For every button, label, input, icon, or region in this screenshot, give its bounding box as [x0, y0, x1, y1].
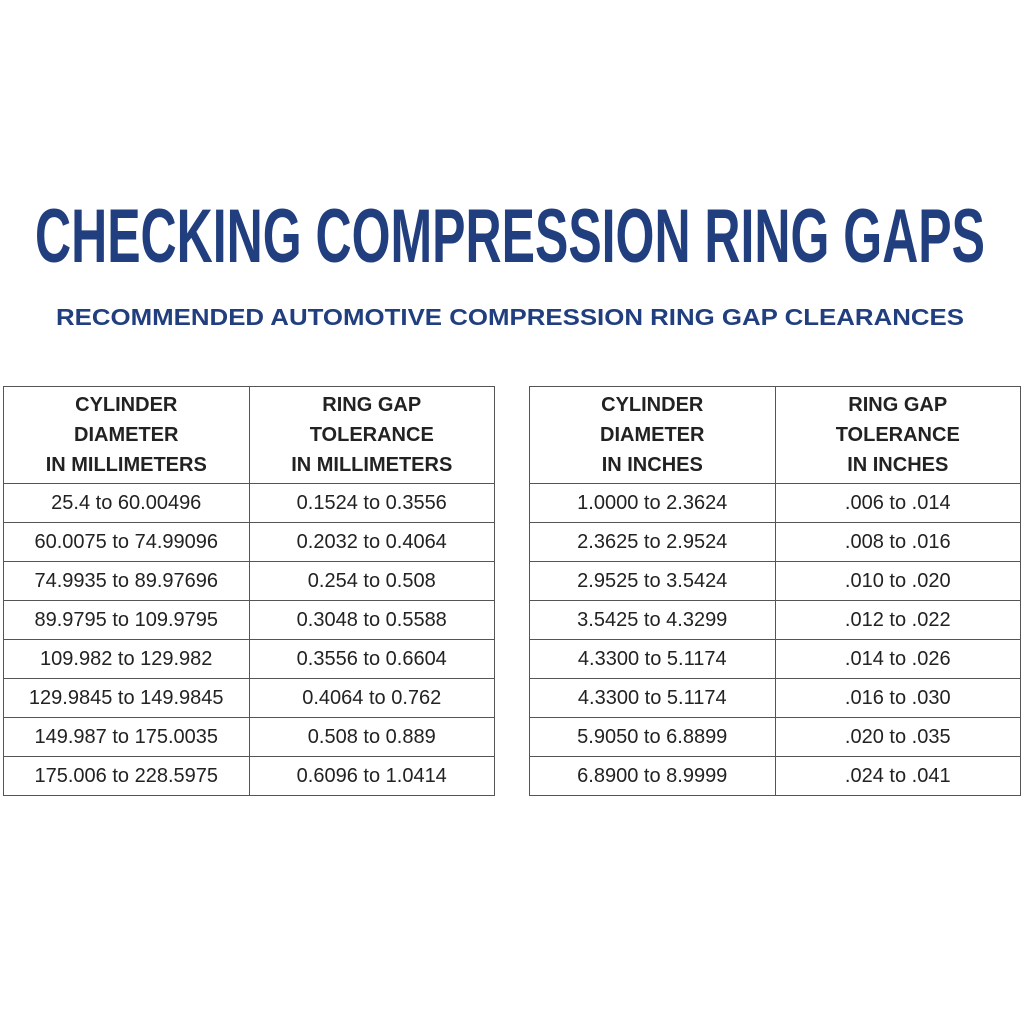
table-row: 6.8900 to 8.9999.024 to .041 — [529, 756, 1021, 796]
table-row: 74.9935 to 89.97696 0.254 to 0.508 — [3, 561, 495, 601]
column-header-line: TOLERANCE — [309, 424, 434, 446]
ring-gap-cell: 0.3556 to 0.6604 — [248, 639, 495, 679]
title-container: CHECKING COMPRESSION RING GAPS — [35, 196, 985, 276]
ring-gap-cell: 0.3048 to 0.5588 — [248, 600, 495, 640]
ring-gap-cell: .008 to .016 — [774, 522, 1021, 562]
table-row: 149.987 to 175.0035 0.508 to 0.889 — [3, 717, 495, 757]
cylinder-diameter-cell: 2.3625 to 2.9524 — [529, 522, 776, 562]
ring-gap-cell: .006 to .014 — [774, 483, 1021, 523]
column-header-line: IN MILLIMETERS — [45, 454, 207, 476]
column-header: CYLINDER DIAMETER IN INCHES — [529, 386, 776, 484]
table-row: 5.9050 to 6.8899.020 to .035 — [529, 717, 1021, 757]
page-subtitle: RECOMMENDED AUTOMOTIVE COMPRESSION RING … — [56, 304, 964, 330]
table-row: 3.5425 to 4.3299.012 to .022 — [529, 600, 1021, 640]
inch-table: CYLINDER DIAMETER IN INCHES RING GAP TOLERAN… — [529, 386, 1021, 796]
cylinder-diameter-cell: 2.9525 to 3.5424 — [529, 561, 776, 601]
column-header: CYLINDER DIAMETER IN MILLIMETERS — [3, 386, 250, 484]
column-header-line: IN MILLIMETERS — [291, 454, 453, 476]
table-row: 25.4 to 60.00496 0.1524 to 0.3556 — [3, 483, 495, 523]
ring-gap-cell: 0.508 to 0.889 — [248, 717, 495, 757]
ring-gap-cell: 0.6096 to 1.0414 — [248, 756, 495, 796]
cylinder-diameter-cell: 109.982 to 129.982 — [3, 639, 250, 679]
ring-gap-cell: 0.4064 to 0.762 — [248, 678, 495, 718]
cylinder-diameter-cell: 1.0000 to 2.3624 — [529, 483, 776, 523]
metric-table: CYLINDER DIAMETER IN MILLIMETERS RING GAP TO… — [3, 386, 495, 796]
column-header-line: CYLINDER — [601, 394, 704, 416]
ring-gap-cell: .020 to .035 — [774, 717, 1021, 757]
column-header-line: IN INCHES — [847, 454, 949, 476]
table-row: 129.9845 to 149.9845 0.4064 to 0.762 — [3, 678, 495, 718]
header-row: CYLINDER DIAMETER IN MILLIMETERS RING GAP TO… — [3, 386, 495, 484]
ring-gap-cell: .014 to .026 — [774, 639, 1021, 679]
cylinder-diameter-cell: 4.3300 to 5.1174 — [529, 678, 776, 718]
table-row: 2.3625 to 2.9524.008 to .016 — [529, 522, 1021, 562]
subtitle-container: RECOMMENDED AUTOMOTIVE COMPRESSION RING … — [56, 304, 964, 330]
column-header: RING GAP TOLERANCE IN INCHES — [774, 386, 1021, 484]
cylinder-diameter-cell: 149.987 to 175.0035 — [3, 717, 250, 757]
cylinder-diameter-cell: 4.3300 to 5.1174 — [529, 639, 776, 679]
table-row: 89.9795 to 109.9795 0.3048 to 0.5588 — [3, 600, 495, 640]
column-header-line: DIAMETER — [600, 424, 705, 446]
ring-gap-cell: .016 to .030 — [774, 678, 1021, 718]
cylinder-diameter-cell: 89.9795 to 109.9795 — [3, 600, 250, 640]
cylinder-diameter-cell: 3.5425 to 4.3299 — [529, 600, 776, 640]
header-row: CYLINDER DIAMETER IN INCHES RING GAP TOLERAN… — [529, 386, 1021, 484]
cylinder-diameter-cell: 129.9845 to 149.9845 — [3, 678, 250, 718]
table-row: 60.0075 to 74.99096 0.2032 to 0.4064 — [3, 522, 495, 562]
cylinder-diameter-cell: 175.006 to 228.5975 — [3, 756, 250, 796]
column-header-line: RING GAP — [322, 394, 422, 416]
ring-gap-cell: 0.2032 to 0.4064 — [248, 522, 495, 562]
ring-gap-cell: 0.254 to 0.508 — [248, 561, 495, 601]
column-header: RING GAP TOLERANCE IN MILLIMETERS — [248, 386, 495, 484]
table-row: 4.3300 to 5.1174.014 to .026 — [529, 639, 1021, 679]
column-header-line: DIAMETER — [74, 424, 179, 446]
ring-gap-cell: 0.1524 to 0.3556 — [248, 483, 495, 523]
cylinder-diameter-cell: 25.4 to 60.00496 — [3, 483, 250, 523]
column-header-line: TOLERANCE — [835, 424, 960, 446]
cylinder-diameter-cell: 60.0075 to 74.99096 — [3, 522, 250, 562]
cylinder-diameter-cell: 6.8900 to 8.9999 — [529, 756, 776, 796]
column-header-line: IN INCHES — [601, 454, 703, 476]
ring-gap-cell: .010 to .020 — [774, 561, 1021, 601]
table-row: 2.9525 to 3.5424.010 to .020 — [529, 561, 1021, 601]
column-header-line: CYLINDER — [75, 394, 178, 416]
page-title: CHECKING COMPRESSION RING GAPS — [35, 196, 985, 276]
cylinder-diameter-cell: 74.9935 to 89.97696 — [3, 561, 250, 601]
ring-gap-cell: .012 to .022 — [774, 600, 1021, 640]
cylinder-diameter-cell: 5.9050 to 6.8899 — [529, 717, 776, 757]
table-row: 109.982 to 129.982 0.3556 to 0.6604 — [3, 639, 495, 679]
table-row: 4.3300 to 5.1174.016 to .030 — [529, 678, 1021, 718]
column-header-line: RING GAP — [848, 394, 948, 416]
ring-gap-cell: .024 to .041 — [774, 756, 1021, 796]
table-row: 1.0000 to 2.3624.006 to .014 — [529, 483, 1021, 523]
table-row: 175.006 to 228.5975 0.6096 to 1.0414 — [3, 756, 495, 796]
